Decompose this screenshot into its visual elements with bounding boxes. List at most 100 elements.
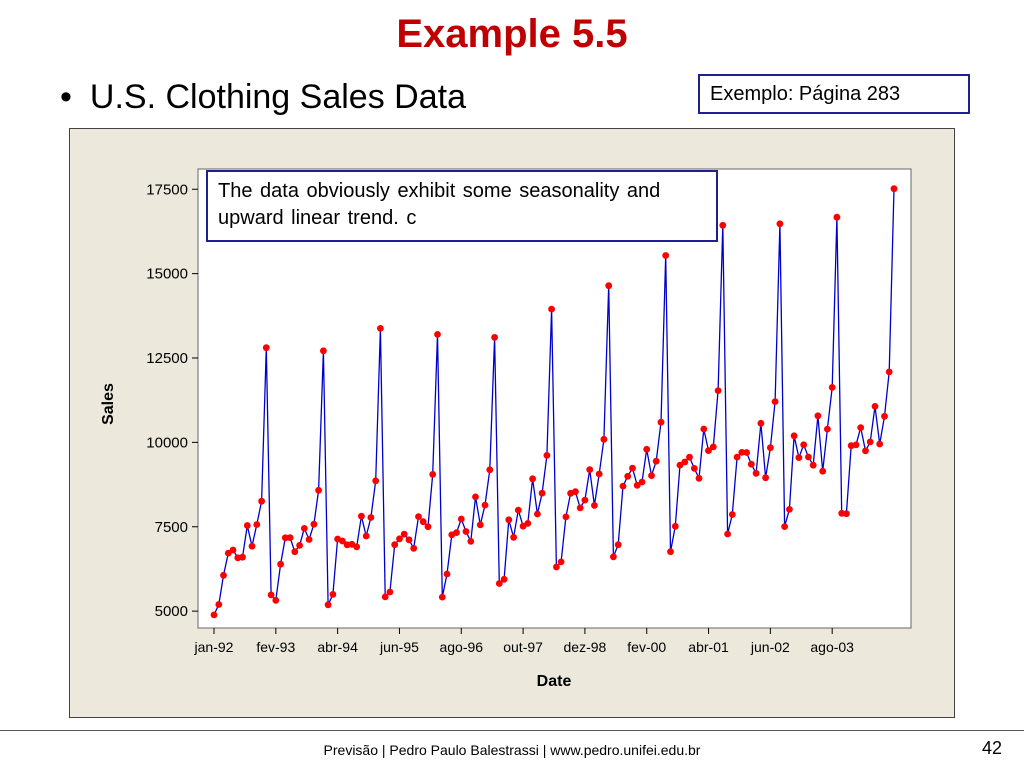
data-point — [814, 412, 822, 420]
data-point — [400, 530, 408, 538]
page-number: 42 — [981, 738, 1002, 758]
data-point — [329, 591, 337, 598]
data-point — [786, 506, 793, 513]
data-point — [667, 548, 674, 556]
data-point — [491, 334, 498, 341]
data-point — [434, 331, 441, 338]
data-point — [828, 384, 836, 391]
data-point — [586, 466, 594, 473]
x-tick-label: dez-98 — [564, 639, 607, 655]
data-point — [752, 469, 760, 477]
data-point — [538, 489, 546, 497]
data-point — [315, 486, 322, 494]
data-point — [657, 418, 665, 426]
data-point — [262, 344, 270, 352]
data-point — [476, 521, 484, 529]
data-point — [467, 538, 475, 545]
data-point — [733, 453, 741, 461]
bullet-text: U.S. Clothing Sales Data — [89, 78, 466, 116]
data-point — [871, 403, 879, 410]
y-axis: 5000 7500 10000 12500 15000 17500 — [146, 181, 198, 620]
data-point — [591, 502, 598, 509]
data-point — [857, 424, 865, 431]
y-tick-label: 5000 — [155, 603, 188, 620]
data-point — [500, 575, 508, 583]
data-point — [743, 449, 750, 456]
data-point — [771, 398, 779, 405]
data-point — [619, 482, 627, 490]
data-point — [377, 325, 384, 332]
data-point — [610, 553, 617, 561]
data-point — [690, 465, 698, 472]
data-point — [876, 440, 884, 448]
data-point — [885, 368, 893, 376]
data-point — [353, 543, 361, 551]
data-point — [305, 536, 313, 543]
data-point — [719, 221, 727, 229]
data-point — [676, 461, 684, 469]
data-point — [443, 570, 451, 578]
data-point — [438, 593, 446, 601]
data-point — [220, 571, 227, 579]
data-point — [881, 412, 888, 420]
data-point — [239, 553, 246, 561]
data-point — [419, 518, 427, 526]
data-point — [795, 454, 803, 461]
y-axis-label: Sales — [100, 383, 117, 425]
data-point — [614, 541, 622, 549]
annotation-box: The data obviously exhibit some seasonal… — [206, 170, 718, 242]
data-point — [671, 522, 679, 530]
data-point — [424, 523, 432, 531]
data-point — [210, 611, 218, 619]
data-point — [429, 471, 437, 478]
data-point — [362, 532, 370, 540]
data-point — [415, 513, 422, 520]
data-point — [253, 521, 261, 528]
x-tick-label: ago-03 — [810, 639, 854, 655]
data-point — [486, 466, 494, 474]
data-point — [852, 441, 860, 449]
data-point — [548, 305, 555, 313]
data-point — [705, 447, 712, 454]
y-tick-label: 12500 — [146, 350, 188, 367]
data-point — [629, 464, 636, 472]
y-tick-label: 17500 — [146, 181, 188, 198]
data-point — [652, 457, 660, 465]
data-point — [843, 510, 850, 518]
data-point — [790, 432, 798, 440]
data-point — [534, 510, 541, 518]
data-point — [595, 470, 603, 478]
data-point — [258, 497, 265, 505]
data-point — [457, 515, 465, 523]
data-point — [624, 472, 632, 480]
data-point — [553, 563, 560, 571]
x-tick-label: jan-92 — [194, 639, 234, 655]
x-tick-label: abr-01 — [688, 639, 729, 655]
data-point — [272, 596, 280, 604]
data-point — [572, 488, 579, 496]
data-point — [709, 443, 717, 451]
x-tick-label: abr-94 — [317, 639, 358, 655]
y-tick-label: 10000 — [146, 434, 188, 451]
y-tick-label: 7500 — [155, 519, 188, 536]
x-axis: jan-92 fev-93 abr-94 jun-95 ago-96 out-97 dez-… — [194, 628, 854, 655]
data-point — [291, 548, 299, 556]
data-point — [248, 542, 256, 550]
data-point — [215, 601, 223, 608]
x-axis-label: Date — [537, 673, 572, 690]
data-point — [633, 481, 641, 489]
data-point — [728, 511, 736, 518]
data-point — [405, 536, 413, 544]
data-point — [781, 523, 788, 530]
data-point — [557, 558, 565, 566]
bullet-point: • U.S. Clothing Sales Data — [60, 78, 466, 117]
data-point — [681, 458, 689, 466]
data-point — [267, 591, 275, 599]
data-point — [643, 445, 651, 453]
data-point — [410, 544, 418, 552]
data-point — [605, 282, 613, 290]
sales-series-line — [213, 188, 895, 616]
footer-text: Previsão | Pedro Paulo Balestrassi | www… — [323, 742, 701, 758]
data-point — [339, 537, 346, 545]
data-point — [381, 593, 389, 601]
